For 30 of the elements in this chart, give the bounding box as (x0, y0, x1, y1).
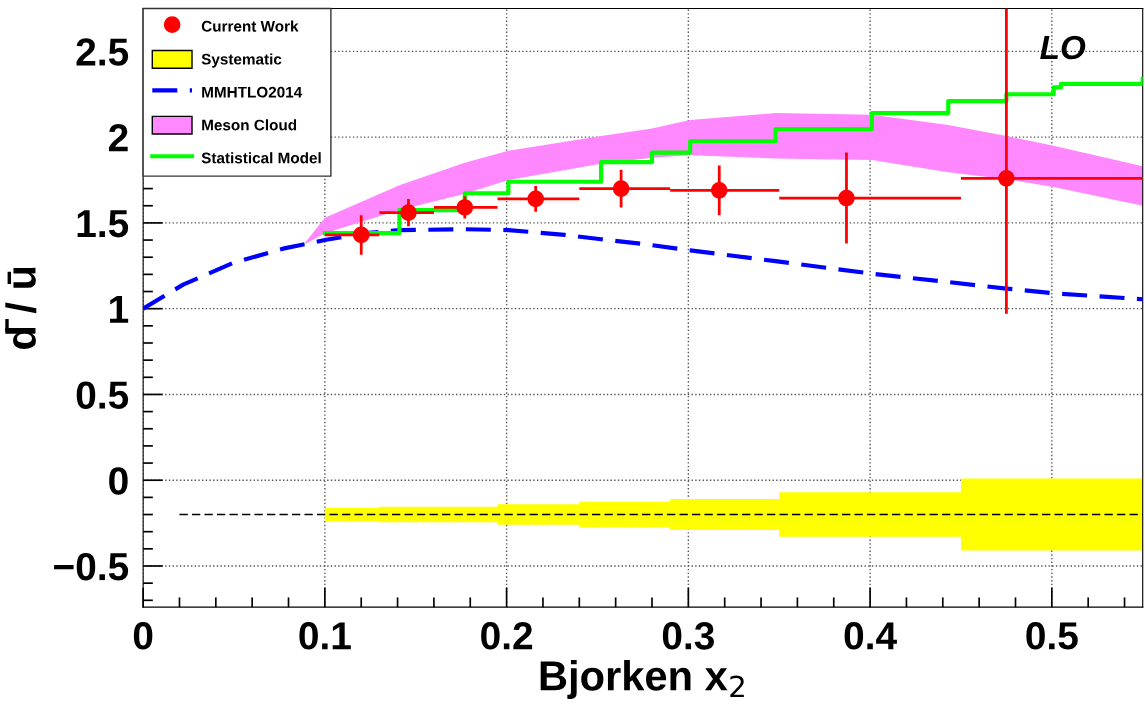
point (400, 204, 417, 221)
x-tick-label: 0.1 (299, 622, 351, 650)
annotation: LO (1040, 35, 1086, 60)
y-tick-label: 1 (110, 296, 129, 323)
legend-label: Current Work (201, 20, 299, 32)
point (998, 169, 1015, 187)
point (456, 199, 474, 216)
legend-label: Systematic (201, 53, 282, 68)
point (352, 226, 370, 244)
y-axis-title: d̄ / ū (5, 267, 37, 349)
point (527, 190, 545, 208)
y-tick-label: 2 (108, 124, 128, 152)
legend-label: MMHTLO2014 (202, 86, 303, 98)
y-tick-label: 0 (109, 467, 128, 495)
point (838, 189, 855, 207)
x-tick-label: 0.4 (844, 622, 897, 650)
legend-label: Statistical Model (201, 152, 321, 164)
y-tick-label: −0.5 (54, 552, 129, 581)
x-axis-title: Bjorken x$_{2}$ (540, 660, 744, 699)
x-tick-label: 0 (133, 622, 153, 650)
y-tick-label: 2.5 (76, 38, 129, 66)
x-tick-label: 0.2 (481, 622, 533, 650)
y-tick-label: 1.5 (77, 210, 129, 238)
x-tick-label: 0.5 (1026, 622, 1078, 650)
legend-label: Meson Cloud (202, 119, 297, 131)
line-series (143, 227, 1143, 311)
y-tick-label: 0.5 (76, 381, 129, 409)
x-tick-label: 0.3 (662, 622, 714, 650)
point (710, 181, 728, 199)
point (612, 180, 630, 197)
